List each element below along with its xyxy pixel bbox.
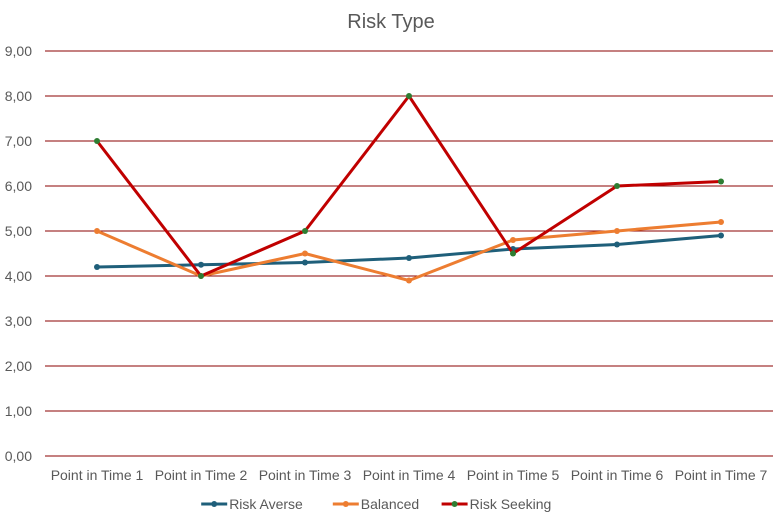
y-tick-label: 5,00 xyxy=(5,223,32,239)
x-tick-label: Point in Time 5 xyxy=(467,467,560,483)
legend-label: Risk Seeking xyxy=(470,496,552,512)
series-balanced xyxy=(94,219,724,284)
data-point xyxy=(302,228,308,234)
gridlines xyxy=(45,50,773,457)
x-tick-label: Point in Time 4 xyxy=(363,467,456,483)
series-risk-averse xyxy=(94,232,724,270)
data-point xyxy=(614,228,620,234)
data-point xyxy=(718,219,724,225)
y-tick-label: 7,00 xyxy=(5,133,32,149)
data-point xyxy=(406,255,412,261)
legend-marker xyxy=(211,501,218,507)
chart-title: Risk Type xyxy=(347,11,434,33)
legend-marker xyxy=(342,501,349,507)
data-point xyxy=(198,273,204,279)
y-tick-label: 8,00 xyxy=(5,88,32,104)
legend-item-risk-seeking: Risk Seeking xyxy=(441,496,552,512)
y-tick-label: 3,00 xyxy=(5,313,32,329)
data-point xyxy=(406,93,412,99)
data-point xyxy=(718,232,724,239)
x-tick-label: Point in Time 1 xyxy=(51,467,144,483)
y-tick-label: 9,00 xyxy=(5,43,32,59)
data-point xyxy=(302,259,308,266)
data-point xyxy=(94,264,100,270)
series-lines xyxy=(94,93,724,284)
legend-marker xyxy=(451,501,458,507)
x-axis-tick-labels: Point in Time 1 Point in Time 2 Point in T… xyxy=(51,467,768,483)
legend: Risk Averse Balanced Risk Seeking xyxy=(201,496,551,512)
data-point xyxy=(614,183,620,189)
data-point xyxy=(94,228,100,234)
data-point xyxy=(614,241,620,248)
x-tick-label: Point in Time 6 xyxy=(571,467,664,483)
x-tick-label: Point in Time 3 xyxy=(259,467,352,483)
data-point xyxy=(510,237,516,243)
legend-label: Risk Averse xyxy=(229,496,303,512)
data-point xyxy=(302,250,308,257)
legend-item-balanced: Balanced xyxy=(332,496,419,512)
legend-label: Balanced xyxy=(361,496,419,512)
data-point xyxy=(510,250,516,257)
data-point xyxy=(198,261,204,268)
series-risk-seeking xyxy=(94,93,724,279)
x-tick-label: Point in Time 2 xyxy=(155,467,248,483)
legend-item-risk-averse: Risk Averse xyxy=(201,496,303,512)
x-tick-label: Point in Time 7 xyxy=(675,467,768,483)
data-point xyxy=(94,138,100,144)
y-axis-tick-labels: 0,00 1,00 2,00 3,00 4,00 5,00 6,00 7,00 8,00 9,00 xyxy=(5,43,32,464)
data-point xyxy=(406,277,412,284)
y-tick-label: 6,00 xyxy=(5,178,32,194)
y-tick-label: 1,00 xyxy=(5,403,32,419)
y-tick-label: 0,00 xyxy=(5,448,32,464)
y-tick-label: 2,00 xyxy=(5,358,32,374)
y-tick-label: 4,00 xyxy=(5,268,32,284)
data-point xyxy=(718,178,724,185)
